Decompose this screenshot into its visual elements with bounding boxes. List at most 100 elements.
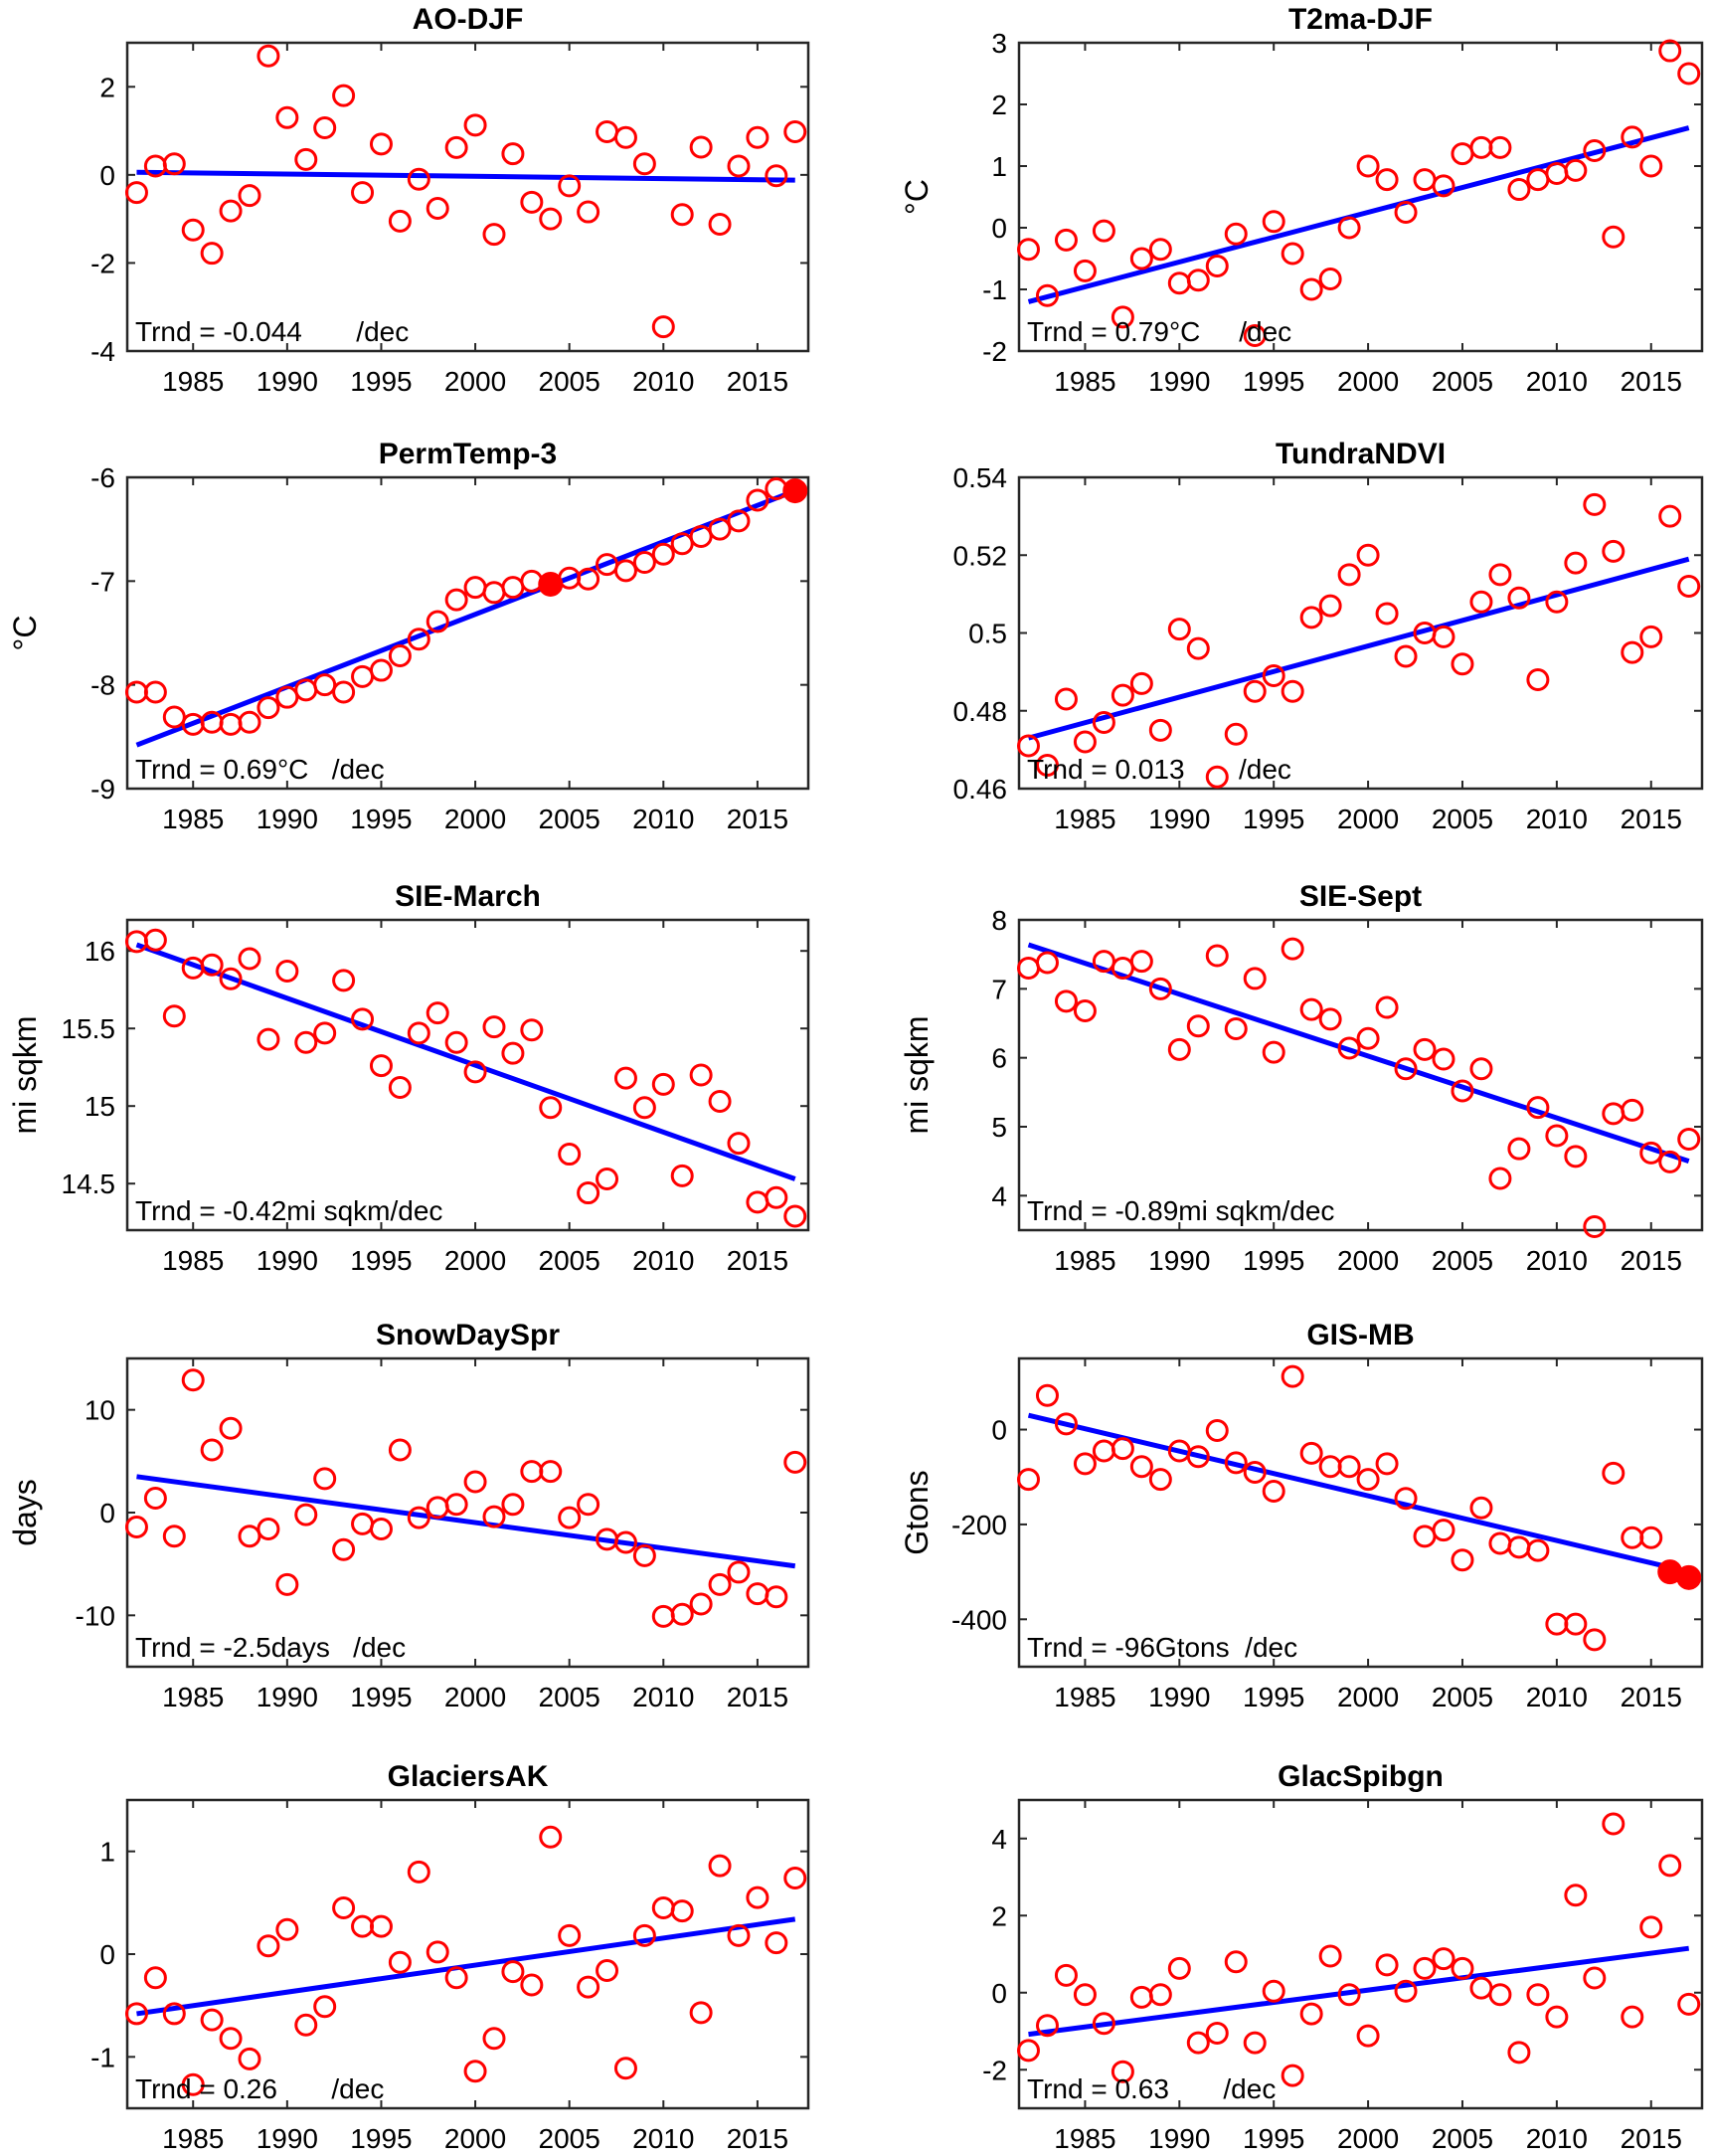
data-point: [1451, 1079, 1474, 1103]
data-point: [1054, 1963, 1078, 1987]
data-point: [1262, 1040, 1285, 1064]
axes-box: [1017, 41, 1704, 353]
y-tick-label: -7: [90, 566, 115, 597]
data-point: [332, 1896, 356, 1919]
y-tick-label: 0.48: [953, 696, 1008, 727]
data-point: [1224, 1451, 1248, 1475]
data-point: [1507, 178, 1531, 202]
data-point: [275, 685, 299, 709]
data-point: [708, 1854, 732, 1878]
data-point: [1186, 1014, 1210, 1038]
data-point: [1337, 1036, 1361, 1060]
data-point: [1148, 1468, 1172, 1492]
data-point: [1413, 1037, 1437, 1061]
trend-annotation: Trnd = 0.69°C /dec: [135, 754, 385, 785]
data-point: [1639, 1141, 1663, 1165]
axes-box: [1017, 918, 1704, 1232]
data-point: [1111, 305, 1134, 329]
data-point: [143, 680, 167, 704]
x-tick-label: 1990: [1148, 2123, 1210, 2154]
data-point: [765, 1585, 788, 1609]
data-point: [1186, 1445, 1210, 1469]
data-point: [1129, 1455, 1153, 1479]
data-point: [181, 1368, 205, 1392]
x-tick-label: 2005: [1432, 2123, 1493, 2154]
data-point: [482, 223, 506, 247]
data-point: [1205, 254, 1229, 277]
trend-annotation: Trnd = 0.26 /dec: [135, 2073, 384, 2104]
panel-ao-djf: AO-DJF 1985 1990 1995 2000 2005 2010 2015 -4 -2 0 2…: [90, 3, 810, 397]
data-point-filled: [782, 478, 808, 504]
data-point: [1299, 2002, 1323, 2026]
x-tick-label: 1995: [1243, 804, 1304, 834]
data-point: [181, 218, 205, 242]
data-point: [1602, 539, 1625, 563]
data-point: [1111, 1437, 1134, 1461]
x-tick-label: 2000: [444, 804, 506, 834]
trend-annotation: Trnd = 0.63 /dec: [1027, 2073, 1276, 2104]
data-point: [1224, 1950, 1248, 1974]
data-point: [369, 1914, 393, 1938]
x-tick-label: 1990: [256, 1245, 318, 1276]
x-tick-label: 2005: [1432, 1245, 1493, 1276]
data-point: [1205, 944, 1229, 968]
data-point: [1375, 1452, 1399, 1476]
data-point: [727, 154, 751, 178]
y-tick-label: 0: [99, 160, 115, 191]
x-tick-label: 2010: [1526, 1245, 1588, 1276]
data-point: [1526, 1983, 1550, 2007]
data-point: [1318, 267, 1342, 290]
trend-annotation: Trnd = 0.013 /dec: [1027, 754, 1291, 785]
data-point: [1677, 1992, 1701, 2016]
data-point: [1564, 551, 1588, 575]
data-point: [577, 1493, 600, 1517]
trend-line: [136, 169, 795, 183]
trend-line: [1027, 1412, 1690, 1575]
data-point: [1111, 683, 1134, 707]
data-point: [1564, 1145, 1588, 1168]
data-point: [1092, 2012, 1115, 2036]
data-point: [501, 1493, 525, 1517]
chart-title: SIE-Sept: [1299, 880, 1422, 913]
data-point: [1356, 1468, 1380, 1492]
y-tick-label: 7: [991, 974, 1007, 1004]
data-point: [1073, 259, 1097, 282]
data-point: [1205, 765, 1229, 789]
x-tick-label: 1995: [1243, 2123, 1304, 2154]
data-point: [426, 610, 449, 633]
data-point: [238, 184, 261, 208]
data-point: [1526, 1096, 1550, 1120]
data-point: [1621, 1098, 1644, 1122]
chart-title: GIS-MB: [1306, 1319, 1414, 1351]
data-point: [765, 1185, 788, 1209]
axes-box: [125, 1356, 810, 1669]
data-point: [596, 1959, 619, 1983]
data-point: [558, 1923, 582, 1947]
data-point: [1451, 1548, 1474, 1572]
x-tick-label: 2005: [539, 804, 600, 834]
data-point: [482, 1505, 506, 1528]
data-point: [313, 1467, 337, 1491]
data-point: [181, 2072, 205, 2096]
x-tick-label: 2015: [727, 2123, 788, 2154]
data-point: [1545, 590, 1569, 614]
data-point: [351, 1007, 375, 1031]
data-point: [1243, 324, 1267, 347]
data-point: [256, 1518, 280, 1541]
data-point: [1073, 999, 1097, 1023]
data-point: [1602, 1461, 1625, 1485]
trend-annotation: Trnd = -0.42mi sqkm/dec: [135, 1195, 442, 1226]
data-point: [1639, 154, 1663, 178]
data-point: [632, 1543, 656, 1567]
data-point: [708, 1090, 732, 1114]
data-point: [539, 1460, 563, 1484]
x-tick-label: 2015: [1621, 2123, 1682, 2154]
data-point: [670, 203, 694, 227]
y-tick-label: 10: [85, 1395, 115, 1426]
data-point: [444, 588, 468, 612]
data-point: [294, 2013, 318, 2037]
data-point: [577, 1181, 600, 1205]
data-point: [727, 509, 751, 533]
data-point: [708, 1572, 732, 1596]
